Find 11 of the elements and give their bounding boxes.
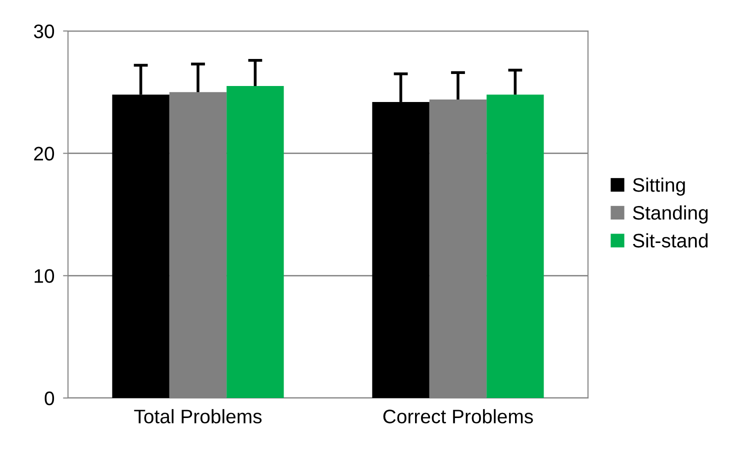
y-tick-label: 30	[34, 24, 54, 38]
bar	[486, 94, 544, 398]
legend-label: Sitting	[632, 178, 685, 196]
legend-label: Sit-stand	[632, 233, 708, 248]
bar	[226, 86, 284, 398]
y-tick-label: 10	[34, 269, 54, 283]
x-tick-label: Total Problems	[134, 409, 262, 424]
y-tick-label: 0	[44, 391, 54, 406]
x-tick-label: Correct Problems	[383, 409, 533, 424]
y-tick-label: 20	[34, 146, 54, 161]
legend-label: Standing	[632, 205, 708, 224]
